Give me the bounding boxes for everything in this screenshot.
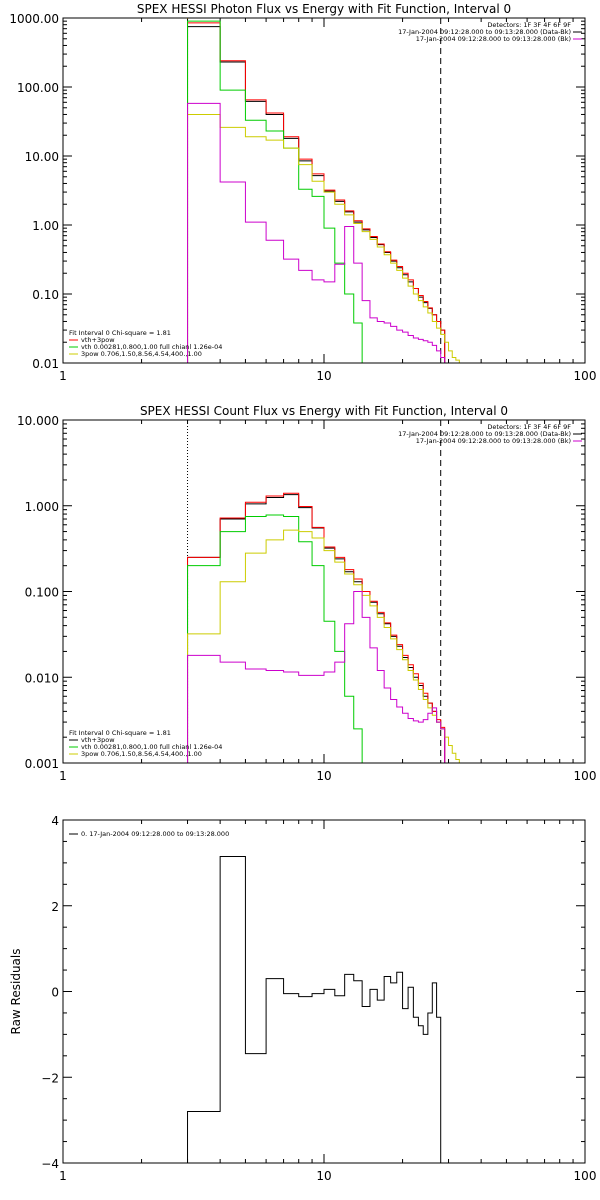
series-line-0	[187, 494, 446, 763]
legend-entry: 3pow 0.706,1.50,8.56,4.54,400.,1.00	[81, 750, 202, 758]
legend-entry: vth 0.00281,0.800,1.00 full chianl 1.26e…	[81, 343, 222, 351]
y-tick-label: 0.01	[32, 357, 59, 371]
x-tick-label: 1	[59, 369, 67, 383]
y-tick-label: 10.000	[17, 414, 59, 428]
series-line-2	[187, 20, 370, 363]
series-line-0	[187, 26, 446, 363]
legend-entry: 17-Jan-2004 09:12:28.000 to 09:13:28.000…	[398, 430, 571, 438]
legend-entry: 3pow 0.706,1.50,8.56,4.54,400.,1.00	[81, 350, 202, 358]
x-tick-label: 100	[574, 1169, 597, 1183]
x-tick-label: 1	[59, 1169, 67, 1183]
y-tick-label: 1.00	[32, 219, 59, 233]
y-tick-label: 100.00	[17, 81, 59, 95]
x-tick-label: 1	[59, 769, 67, 783]
legend-entry: 17-Jan-2004 09:12:28.000 to 09:13:28.000…	[416, 35, 571, 43]
series-line-3	[187, 113, 463, 363]
x-tick-label: 100	[574, 369, 597, 383]
y-tick-label: 0.100	[25, 586, 59, 600]
x-tick-label: 10	[316, 1169, 331, 1183]
series-line-3	[187, 529, 470, 763]
legend-entry: 0. 17-Jan-2004 09:12:28.000 to 09:13:28.…	[81, 830, 229, 838]
legend-entry: Fit Interval 0 Chi-square = 1.81	[69, 329, 171, 337]
count-flux-panel: SPEX HESSI Count Flux vs Energy with Fit…	[17, 404, 596, 783]
legend-entry: Detectors: 1F 3F 4F 6F 9F	[487, 423, 571, 431]
legend-entry: vth+3pow	[81, 336, 115, 344]
y-tick-label: 4	[51, 814, 59, 828]
legend-entry: vth+3pow	[81, 736, 115, 744]
series-line-0	[187, 855, 442, 1163]
plot-frame	[62, 17, 586, 364]
y-tick-label: −2	[41, 1071, 59, 1085]
y-tick-label: 0	[51, 986, 59, 1000]
y-tick-label: 0.10	[32, 288, 59, 302]
plot-frame	[62, 819, 586, 1164]
y-tick-label: 0.010	[25, 671, 59, 685]
y-axis-label: Raw Residuals	[9, 949, 23, 1035]
y-tick-label: 2	[51, 900, 59, 914]
residuals-panel: Raw Residuals 1 10 100 −4 −2 0 2 4 0. 17-Jan-2004…	[9, 814, 596, 1183]
series-line-1	[187, 492, 446, 763]
series-line-4	[187, 102, 446, 363]
chart-title: SPEX HESSI Count Flux vs Energy with Fit…	[140, 404, 508, 418]
y-tick-label: 1000.00	[9, 12, 59, 26]
legend-entry: 17-Jan-2004 09:12:28.000 to 09:13:28.000…	[416, 437, 571, 445]
series-line-2	[187, 514, 370, 763]
series-line-1	[187, 22, 446, 363]
y-tick-label: 1.000	[25, 500, 59, 514]
legend-entry: vth 0.00281,0.800,1.00 full chianl 1.26e…	[81, 743, 222, 751]
legend-entry: 17-Jan-2004 09:12:28.000 to 09:13:28.000…	[398, 28, 571, 36]
legend-entry: Fit Interval 0 Chi-square = 1.81	[69, 729, 171, 737]
photon-flux-panel: SPEX HESSI Photon Flux vs Energy with Fi…	[9, 2, 596, 383]
x-tick-label: 100	[574, 769, 597, 783]
series-line-4	[187, 591, 446, 763]
legend-entry: Detectors: 1F 3F 4F 6F 9F	[487, 21, 571, 29]
y-tick-label: 10.00	[25, 150, 59, 164]
x-tick-label: 10	[316, 369, 331, 383]
y-tick-label: −4	[41, 1157, 59, 1171]
plot-frame	[62, 419, 586, 764]
y-tick-label: 0.001	[25, 757, 59, 771]
chart-title: SPEX HESSI Photon Flux vs Energy with Fi…	[137, 2, 511, 16]
x-tick-label: 10	[316, 769, 331, 783]
